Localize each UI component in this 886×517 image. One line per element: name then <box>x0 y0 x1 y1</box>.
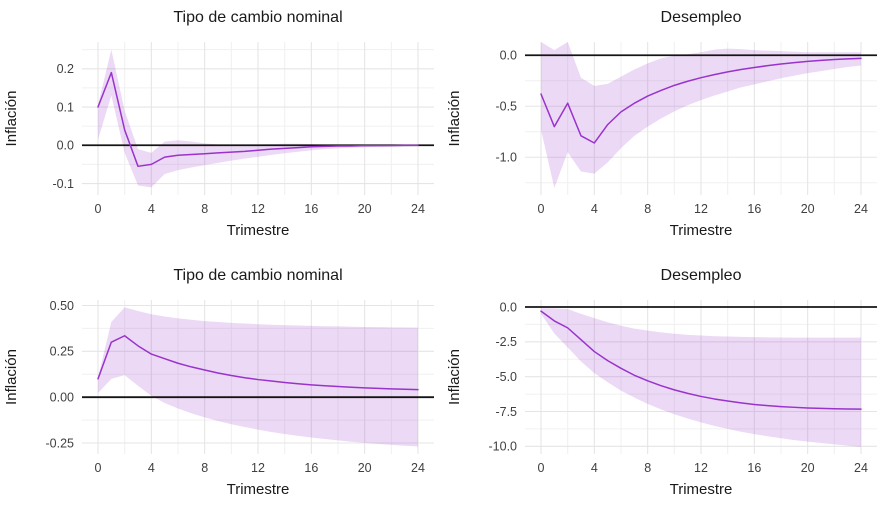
confidence-band <box>541 308 861 448</box>
x-tick-label: 4 <box>591 202 598 216</box>
y-tick-label: -10.0 <box>489 440 518 454</box>
x-tick-label: 12 <box>251 202 265 216</box>
x-tick-label: 4 <box>148 202 155 216</box>
chart-irf-acumulada-tipo-cambio-nominal: Tipo de cambio nominal 0 4 8 12 16 20 24 0.50 0.2… <box>3 267 434 498</box>
x-tick-label: 16 <box>304 461 318 475</box>
x-tick-label: 8 <box>201 202 208 216</box>
y-axis-title: Inflación <box>3 349 20 405</box>
gridlines <box>82 42 434 195</box>
confidence-band <box>98 49 418 188</box>
x-axis-title: Trimestre <box>227 481 290 498</box>
x-tick-label: 4 <box>591 461 598 475</box>
x-tick-label: 16 <box>304 202 318 216</box>
y-tick-label: 0.1 <box>57 100 74 114</box>
y-axis-title: Inflación <box>446 91 463 147</box>
gridlines <box>525 42 877 195</box>
x-tick-label: 0 <box>538 461 545 475</box>
irf-line <box>97 335 419 391</box>
panel-title: Tipo de cambio nominal <box>173 9 342 26</box>
x-tick-label: 20 <box>801 461 815 475</box>
panel-title: Desempleo <box>661 267 742 284</box>
x-tick-label: 0 <box>95 202 102 216</box>
x-tick-label: 12 <box>251 461 265 475</box>
y-tick-label: 0.00 <box>50 391 74 405</box>
y-tick-label: -2.5 <box>495 335 517 349</box>
x-tick-label: 20 <box>801 202 815 216</box>
x-tick-label: 8 <box>201 461 208 475</box>
y-tick-label: 0.0 <box>500 300 517 314</box>
x-tick-label: 16 <box>747 461 761 475</box>
y-tick-label: -0.1 <box>52 177 74 191</box>
x-tick-label: 24 <box>411 461 425 475</box>
y-tick-label: -5.0 <box>495 370 517 384</box>
confidence-band <box>541 42 861 188</box>
y-tick-label: 0.50 <box>50 299 74 313</box>
y-tick-label: 0.0 <box>500 49 517 63</box>
x-axis-title: Trimestre <box>670 222 733 239</box>
chart-irf-desempleo: Desempleo 0 4 8 12 16 20 24 0.0 -0.5 -1.0 Trimestre… <box>446 9 877 239</box>
panel-title: Tipo de cambio nominal <box>173 267 342 284</box>
x-tick-label: 20 <box>358 461 372 475</box>
chart-irf-acumulada-desempleo: Desempleo 0 4 8 12 16 20 24 0.0 -2.5 -5.0 -7.5 -10.0… <box>446 267 877 498</box>
panel-irf-tipo-cambio-nominal: Tipo de cambio nominal 0 4 8 12 16 20 24 0.2 0.1 0… <box>0 0 443 258</box>
y-tick-label: -7.5 <box>495 405 517 419</box>
y-tick-label: -0.5 <box>495 100 517 114</box>
y-tick-label: -1.0 <box>495 151 517 165</box>
x-axis-title: Trimestre <box>670 481 733 498</box>
y-tick-label: 0.25 <box>50 345 74 359</box>
irf-line <box>540 310 862 410</box>
panel-irf-desempleo: Desempleo 0 4 8 12 16 20 24 0.0 -0.5 -1.0 Trimestre… <box>443 0 886 258</box>
irf-line <box>540 57 862 144</box>
x-tick-label: 24 <box>411 202 425 216</box>
y-tick-label: 0.2 <box>57 62 74 76</box>
y-tick-label: 0.0 <box>57 139 74 153</box>
x-tick-label: 8 <box>644 461 651 475</box>
irf-line <box>97 71 419 168</box>
x-tick-label: 0 <box>95 461 102 475</box>
y-axis-title: Inflación <box>446 349 463 405</box>
y-tick-label: -0.25 <box>46 436 75 450</box>
panel-irf-acumulada-tipo-cambio-nominal: Tipo de cambio nominal 0 4 8 12 16 20 24 0.50 0.2… <box>0 258 443 517</box>
x-axis-title: Trimestre <box>227 222 290 239</box>
x-tick-label: 8 <box>644 202 651 216</box>
confidence-band <box>98 307 418 447</box>
chart-irf-tipo-cambio-nominal: Tipo de cambio nominal 0 4 8 12 16 20 24 0.2 0.1 0… <box>3 9 434 239</box>
x-tick-label: 24 <box>854 202 868 216</box>
x-tick-label: 4 <box>148 461 155 475</box>
x-tick-label: 20 <box>358 202 372 216</box>
x-tick-label: 12 <box>694 461 708 475</box>
x-tick-label: 0 <box>538 202 545 216</box>
y-axis-title: Inflación <box>3 91 20 147</box>
x-tick-label: 16 <box>747 202 761 216</box>
panel-irf-acumulada-desempleo: Desempleo 0 4 8 12 16 20 24 0.0 -2.5 -5.0 -7.5 -10.0… <box>443 258 886 517</box>
panel-title: Desempleo <box>661 9 742 26</box>
x-tick-label: 12 <box>694 202 708 216</box>
x-tick-label: 24 <box>854 461 868 475</box>
